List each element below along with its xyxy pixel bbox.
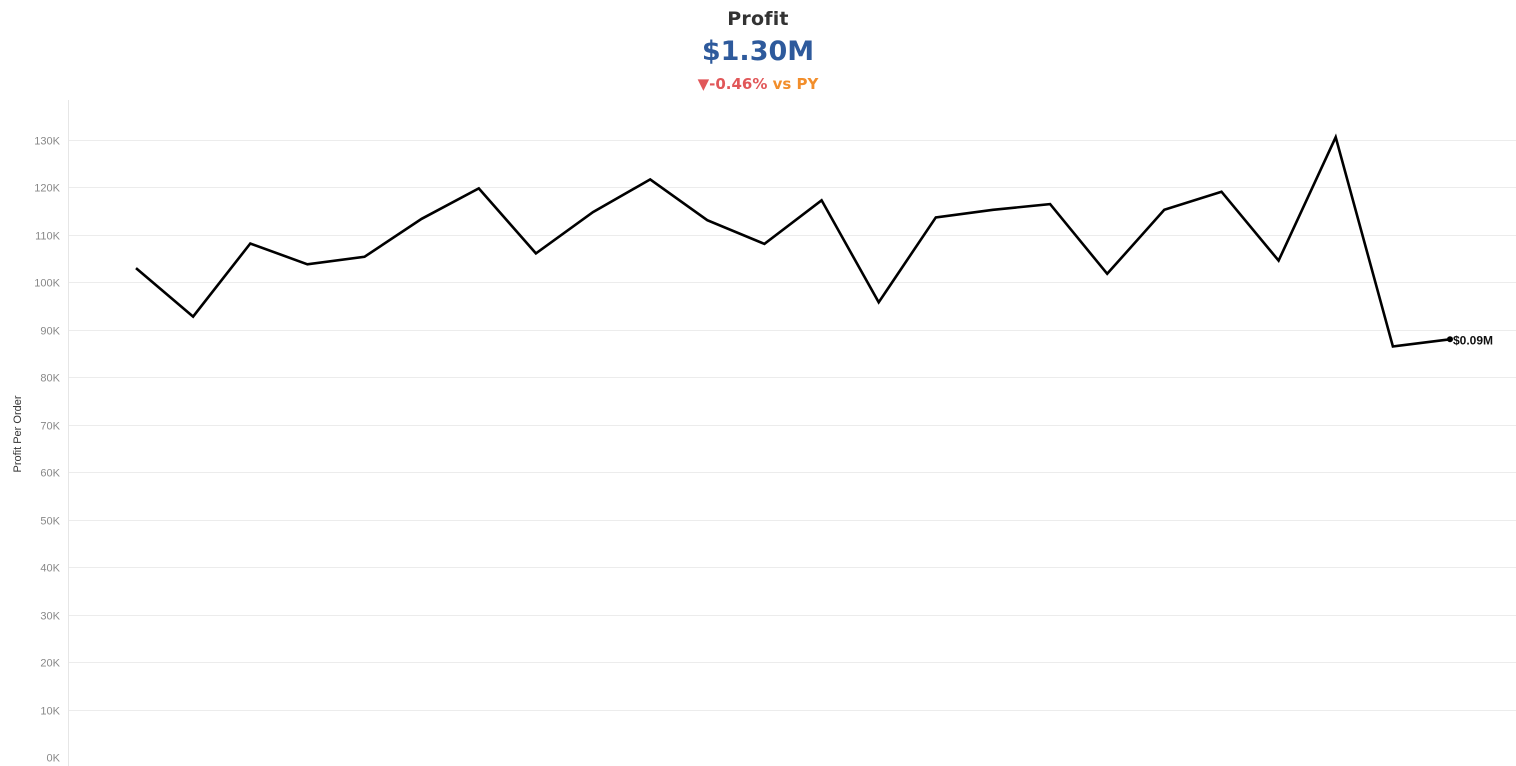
y-tick-label: 70K <box>40 421 60 433</box>
y-tick-label: 90K <box>40 326 60 338</box>
grid-lines <box>68 140 1516 711</box>
kpi-value: $1.30M <box>701 36 815 67</box>
label-group: $0.09M <box>1453 333 1493 347</box>
y-tick-label: 10K <box>40 706 60 718</box>
kpi-title: Profit <box>727 8 789 30</box>
kpi-change: ▼-0.46% vs PY <box>0 75 1516 93</box>
kpi-change-percent: -0.46% <box>709 75 768 93</box>
y-tick-label: 60K <box>40 468 60 480</box>
y-axis-ticks: 0K 10K 20K 30K 40K 50K 60K 70K 80K 90K 100K 110K 120… <box>34 136 60 765</box>
y-tick-label: 130K <box>34 136 60 148</box>
y-tick-label: 30K <box>40 611 60 623</box>
y-tick-label: 120K <box>34 183 60 195</box>
kpi-change-suffix: vs PY <box>767 75 819 93</box>
y-tick-label: 0K <box>47 753 61 765</box>
series-line <box>135 133 1451 348</box>
y-axis-title: Profit Per Order <box>12 395 24 472</box>
end-value-label: $0.09M <box>1453 333 1493 347</box>
y-tick-label: 100K <box>34 278 60 290</box>
y-tick-label: 110K <box>35 231 61 243</box>
series-group <box>135 133 1453 348</box>
kpi-header: Profit $1.30M ▼-0.46% vs PY <box>0 0 1516 100</box>
y-tick-label: 40K <box>40 563 60 575</box>
y-tick-label: 20K <box>40 658 60 670</box>
end-point-marker[interactable] <box>1447 336 1453 343</box>
down-triangle-icon: ▼ <box>697 75 710 93</box>
y-tick-label: 80K <box>40 373 60 385</box>
y-tick-label: 50K <box>40 516 60 528</box>
